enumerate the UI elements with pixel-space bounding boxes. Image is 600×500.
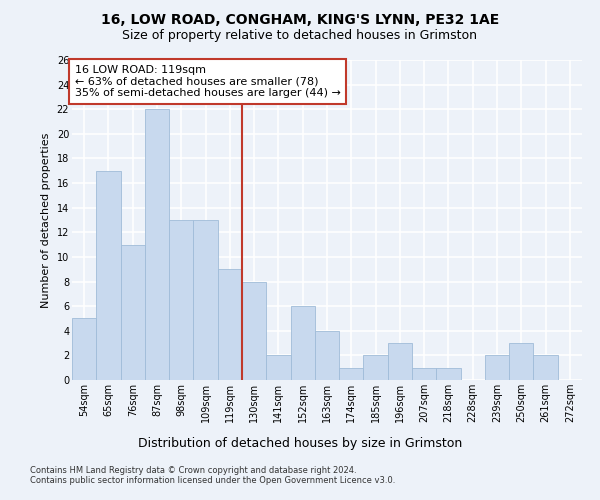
Bar: [266, 356, 290, 380]
Bar: [412, 368, 436, 380]
Bar: [193, 220, 218, 380]
Bar: [290, 306, 315, 380]
Text: 16 LOW ROAD: 119sqm
← 63% of detached houses are smaller (78)
35% of semi-detach: 16 LOW ROAD: 119sqm ← 63% of detached ho…: [74, 65, 340, 98]
Text: Contains HM Land Registry data © Crown copyright and database right 2024.
Contai: Contains HM Land Registry data © Crown c…: [30, 466, 395, 485]
Bar: [485, 356, 509, 380]
Text: 16, LOW ROAD, CONGHAM, KING'S LYNN, PE32 1AE: 16, LOW ROAD, CONGHAM, KING'S LYNN, PE32…: [101, 12, 499, 26]
Bar: [218, 269, 242, 380]
Bar: [145, 109, 169, 380]
Bar: [72, 318, 96, 380]
Y-axis label: Number of detached properties: Number of detached properties: [41, 132, 51, 308]
Bar: [169, 220, 193, 380]
Bar: [364, 356, 388, 380]
Bar: [96, 171, 121, 380]
Bar: [388, 343, 412, 380]
Bar: [436, 368, 461, 380]
Bar: [315, 331, 339, 380]
Text: Size of property relative to detached houses in Grimston: Size of property relative to detached ho…: [122, 29, 478, 42]
Text: Distribution of detached houses by size in Grimston: Distribution of detached houses by size …: [138, 438, 462, 450]
Bar: [242, 282, 266, 380]
Bar: [121, 244, 145, 380]
Bar: [509, 343, 533, 380]
Bar: [339, 368, 364, 380]
Bar: [533, 356, 558, 380]
